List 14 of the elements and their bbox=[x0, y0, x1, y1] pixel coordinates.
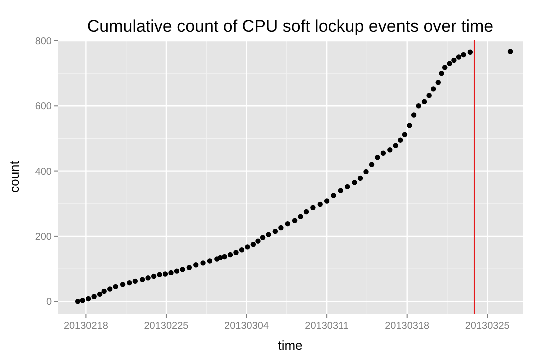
x-axis-title: time bbox=[278, 338, 303, 353]
x-tick-label: 20130304 bbox=[224, 321, 270, 332]
y-tick-label: 400 bbox=[35, 166, 52, 178]
x-tick-label: 20130311 bbox=[305, 321, 350, 332]
x-tick-label: 20130318 bbox=[385, 321, 430, 332]
y-tick-label: 800 bbox=[35, 36, 52, 48]
y-tick-label: 200 bbox=[35, 232, 52, 243]
x-tick-label: 20130225 bbox=[144, 321, 190, 332]
x-tick-label: 20130325 bbox=[465, 321, 510, 332]
chart-title: Cumulative count of CPU soft lockup events over time bbox=[87, 17, 494, 36]
y-tick-label: 0 bbox=[46, 297, 52, 308]
y-axis-title: count bbox=[7, 160, 22, 193]
x-tick-label: 20130218 bbox=[64, 321, 109, 332]
y-tick-label: 600 bbox=[35, 102, 52, 113]
